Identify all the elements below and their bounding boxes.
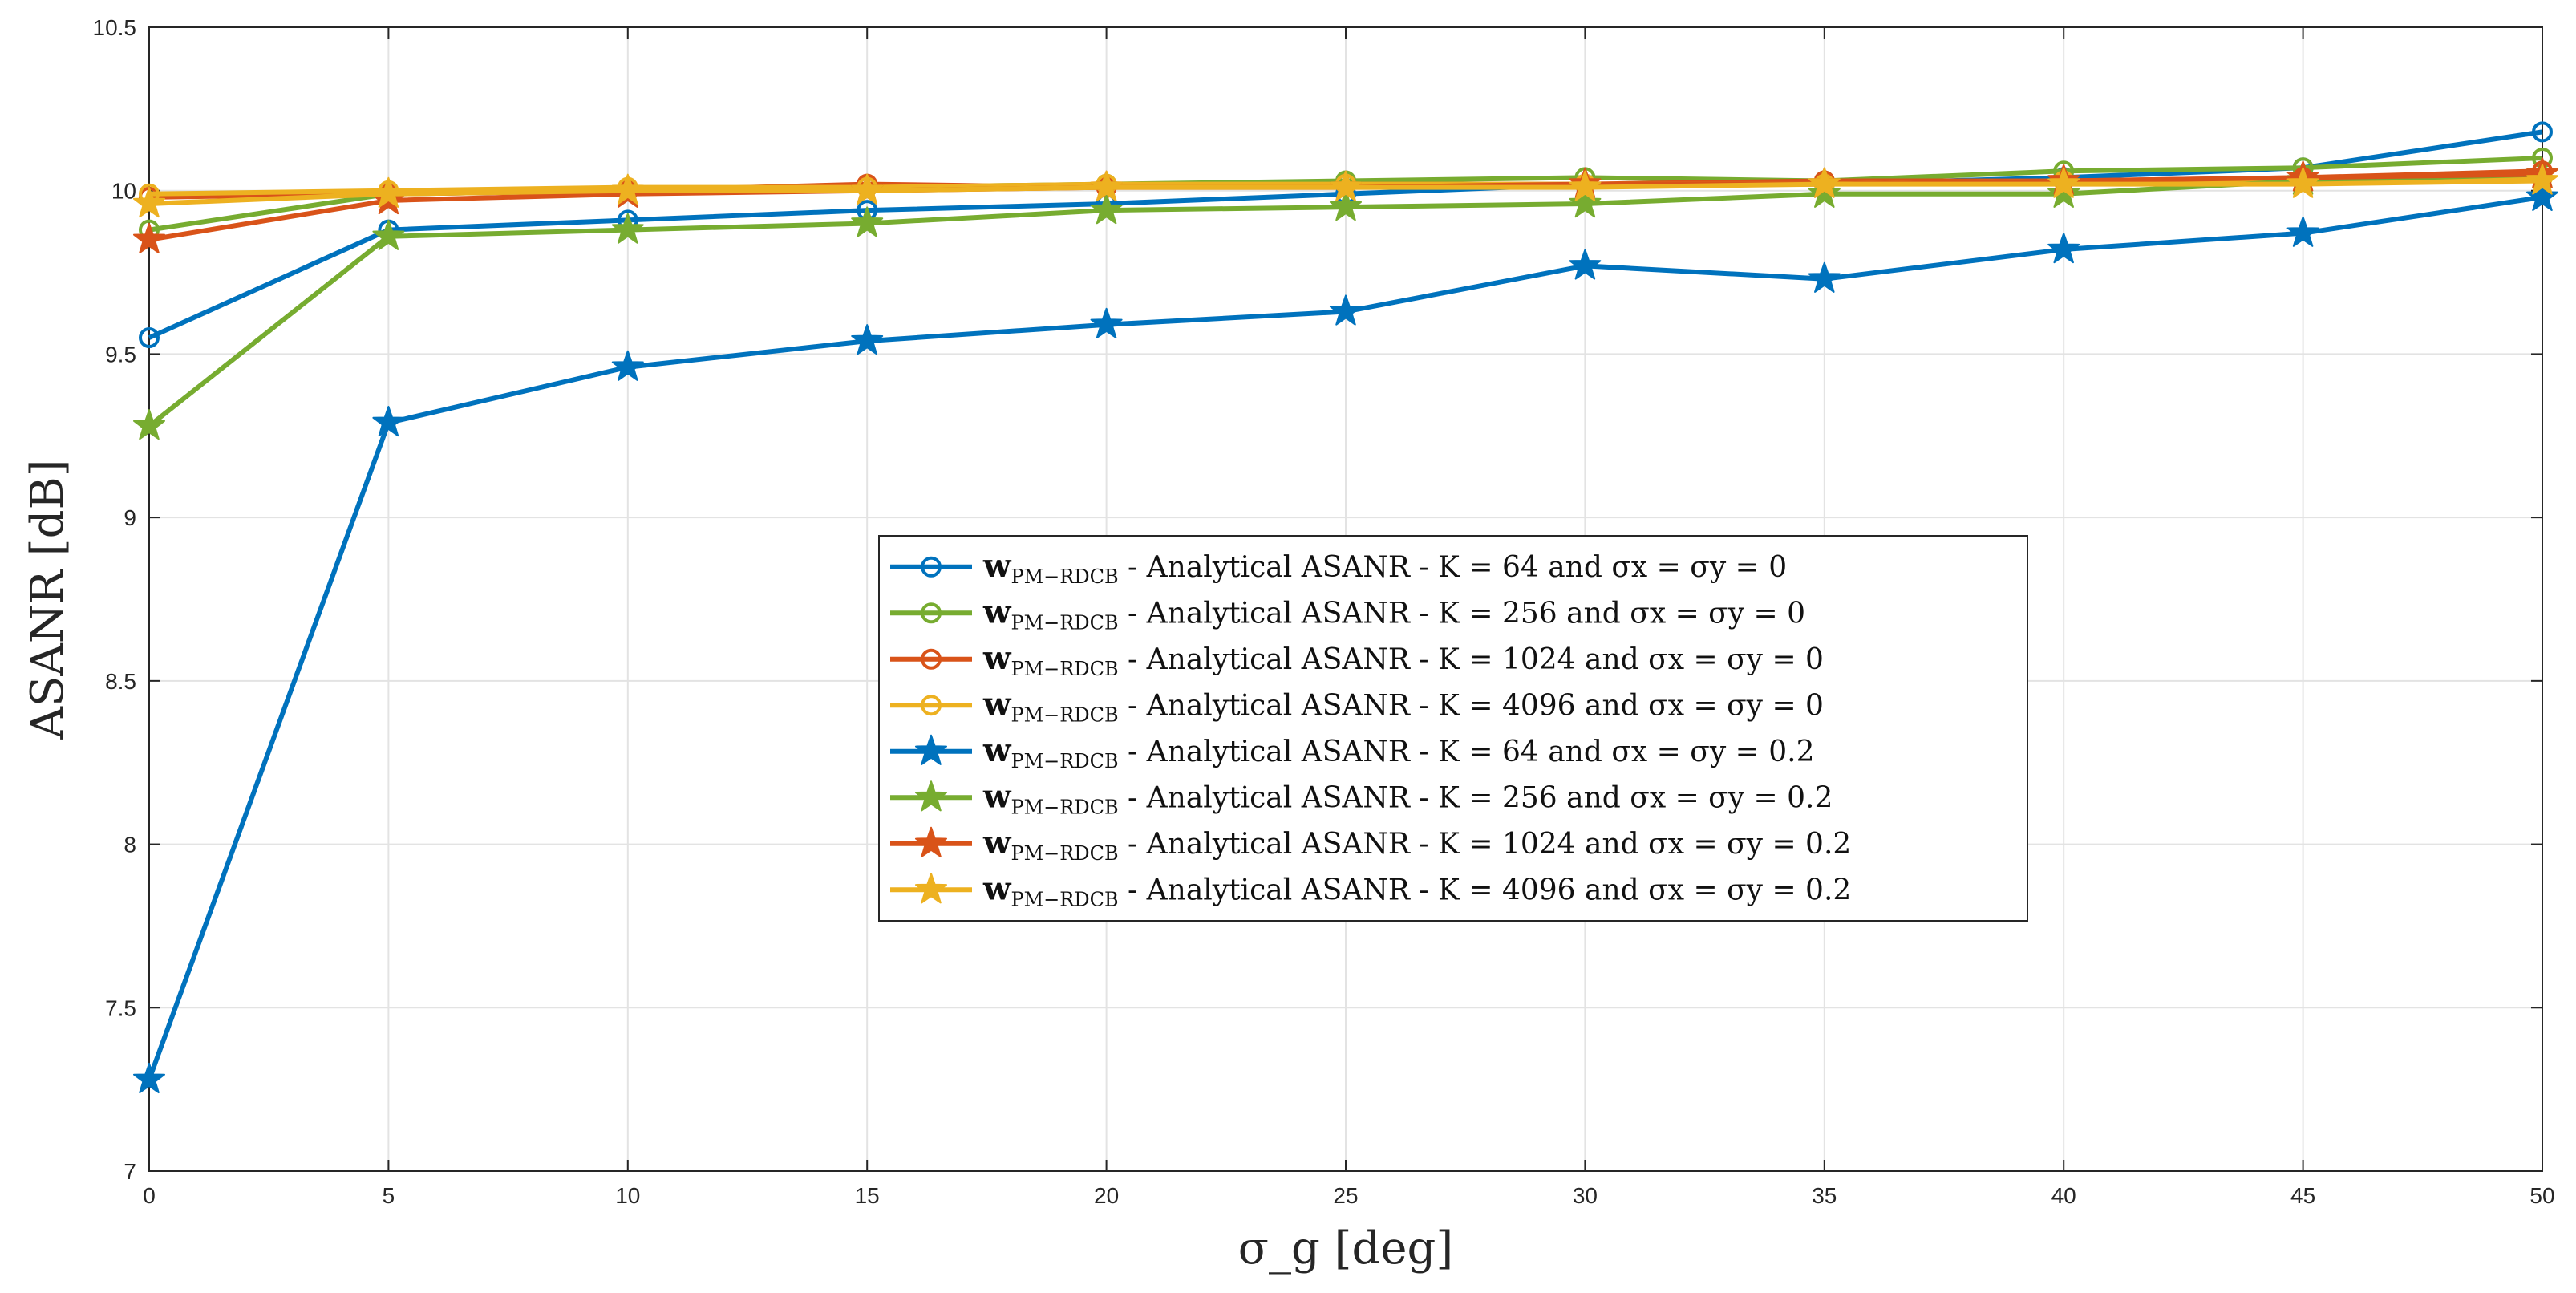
data-point (611, 173, 644, 205)
data-point (611, 350, 644, 381)
legend-marker (921, 648, 942, 670)
x-axis-label: σ_g [deg] (1238, 1222, 1453, 1275)
x-tick-label: 40 (2051, 1183, 2076, 1208)
x-tick-label: 35 (1812, 1183, 1837, 1208)
x-tick-label: 30 (1573, 1183, 1598, 1208)
data-point (1329, 190, 1363, 221)
legend-box (878, 535, 2028, 922)
legend-marker (914, 780, 948, 812)
data-point (1808, 167, 1841, 198)
data-point (2286, 167, 2319, 198)
data-point (132, 187, 166, 218)
series-5 (132, 180, 2559, 1094)
data-point (851, 324, 884, 355)
data-point (2525, 164, 2559, 195)
axis-labels: σ_g [deg] ASANR [dB] (22, 460, 1453, 1275)
data-point (1808, 176, 1841, 208)
y-tick-label: 9 (124, 505, 136, 530)
data-point (1090, 193, 1123, 225)
legend-label: wPM−RDCB - Analytical ASANR - K = 1024 a… (982, 639, 1824, 680)
y-tick-label: 7.5 (105, 995, 136, 1020)
data-point (851, 173, 884, 205)
x-tick-label: 15 (855, 1183, 880, 1208)
data-point (132, 409, 166, 440)
legend-item: wPM−RDCB - Analytical ASANR - K = 64 and… (890, 547, 1787, 588)
legend-item: wPM−RDCB - Analytical ASANR - K = 256 an… (890, 777, 1833, 818)
y-tick-label: 8.5 (105, 669, 136, 694)
data-point (1329, 294, 1363, 326)
x-tick-label: 50 (2529, 1183, 2554, 1208)
data-point (2532, 121, 2553, 143)
legend-item: wPM−RDCB - Analytical ASANR - K = 1024 a… (890, 824, 1851, 865)
x-tick-label: 5 (383, 1183, 395, 1208)
x-tick-label: 20 (1094, 1183, 1119, 1208)
y-tick-label: 9.5 (105, 342, 136, 367)
legend-label: wPM−RDCB - Analytical ASANR - K = 64 and… (982, 732, 1815, 772)
data-point (2525, 180, 2559, 212)
legend-marker (914, 873, 948, 904)
data-point (1090, 170, 1123, 201)
tick-labels: 0 5 10 15 20 25 30 35 40 45 50 7 7.5 8 8.5 9 9.5 10 10.5 (93, 15, 2555, 1208)
legend-item: wPM−RDCB - Analytical ASANR - K = 64 and… (890, 732, 1815, 772)
legend-item: wPM−RDCB - Analytical ASANR - K = 1024 a… (890, 639, 1824, 680)
legend-marker (914, 734, 948, 765)
data-point (132, 1062, 166, 1094)
x-tick-label: 10 (615, 1183, 640, 1208)
data-point (2047, 233, 2080, 264)
data-point (1808, 261, 1841, 293)
data-point (132, 222, 166, 254)
y-axis-label: ASANR [dB] (22, 460, 74, 740)
legend-marker (921, 602, 942, 624)
legend-label: wPM−RDCB - Analytical ASANR - K = 256 an… (982, 777, 1833, 818)
legend-item: wPM−RDCB - Analytical ASANR - K = 256 an… (890, 593, 1805, 634)
legend-label: wPM−RDCB - Analytical ASANR - K = 4096 a… (982, 869, 1851, 910)
x-tick-label: 45 (2290, 1183, 2315, 1208)
data-point (2047, 167, 2080, 198)
data-point (1569, 187, 1602, 218)
legend-marker (921, 695, 942, 716)
y-tick-label: 10 (111, 179, 136, 204)
legend-item: wPM−RDCB - Analytical ASANR - K = 4096 a… (890, 685, 1824, 726)
y-tick-label: 10.5 (93, 15, 137, 40)
data-point (372, 405, 405, 437)
axes (148, 26, 2543, 1172)
data-point (611, 213, 644, 244)
data-point (1569, 249, 1602, 280)
legend-label: wPM−RDCB - Analytical ASANR - K = 64 and… (982, 547, 1787, 588)
data-point (2047, 176, 2080, 208)
data-point (851, 206, 884, 237)
x-tick-label: 25 (1333, 1183, 1358, 1208)
y-tick-label: 7 (124, 1159, 136, 1184)
data-point (372, 219, 405, 250)
data-point (1329, 170, 1363, 201)
legend-item: wPM−RDCB - Analytical ASANR - K = 4096 a… (890, 869, 1851, 910)
series (132, 121, 2559, 1094)
legend-label: wPM−RDCB - Analytical ASANR - K = 1024 a… (982, 824, 1851, 865)
x-tick-label: 0 (143, 1183, 156, 1208)
legend-label: wPM−RDCB - Analytical ASANR - K = 4096 a… (982, 685, 1824, 726)
y-tick-label: 8 (124, 833, 136, 857)
data-point (139, 327, 160, 349)
legend: wPM−RDCB - Analytical ASANR - K = 64 and… (878, 535, 2028, 922)
legend-label: wPM−RDCB - Analytical ASANR - K = 256 an… (982, 593, 1805, 634)
legend-marker (921, 556, 942, 578)
data-point (1090, 307, 1123, 338)
legend-marker (914, 826, 948, 857)
series-8 (132, 164, 2559, 218)
data-point (1569, 170, 1602, 201)
data-point (2286, 216, 2319, 247)
data-point (372, 176, 405, 208)
